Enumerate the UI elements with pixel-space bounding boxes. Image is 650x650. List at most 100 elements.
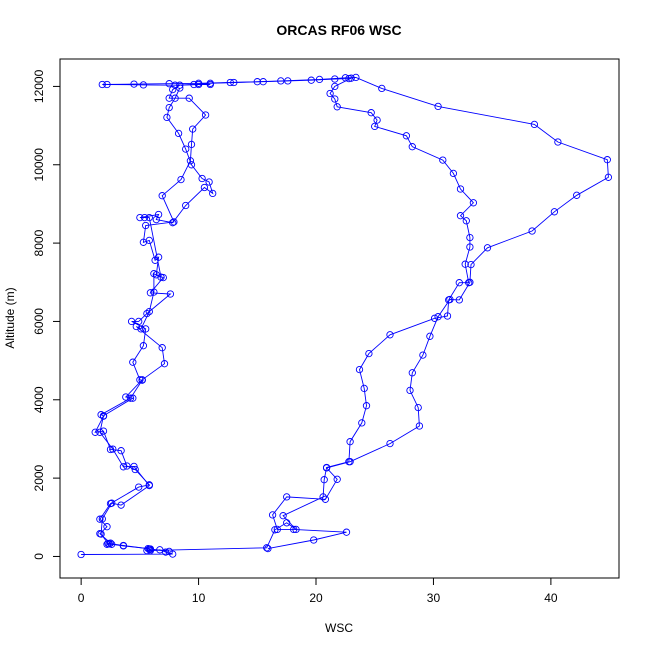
data-point bbox=[154, 210, 163, 219]
x-tick-label: 40 bbox=[544, 591, 558, 605]
chart-title: ORCAS RF06 WSC bbox=[276, 22, 401, 38]
data-point bbox=[419, 351, 427, 359]
data-point bbox=[194, 79, 203, 87]
data-point bbox=[145, 307, 153, 316]
data-point bbox=[126, 394, 135, 402]
data-point bbox=[456, 185, 465, 193]
data-point bbox=[158, 192, 166, 200]
data-point bbox=[136, 213, 144, 222]
data-point bbox=[123, 462, 131, 470]
data-point bbox=[138, 376, 146, 384]
data-point bbox=[145, 481, 153, 490]
data-point bbox=[430, 314, 439, 322]
data-point bbox=[205, 178, 213, 186]
data-point bbox=[386, 331, 394, 339]
data-point bbox=[449, 169, 458, 178]
data-point bbox=[230, 78, 238, 87]
data-point bbox=[158, 344, 166, 352]
data-point bbox=[345, 458, 353, 466]
data-point bbox=[342, 528, 351, 536]
data-point bbox=[130, 80, 138, 88]
data-point bbox=[469, 199, 478, 207]
data-point bbox=[96, 515, 104, 523]
y-tick-label: 4000 bbox=[32, 386, 46, 413]
data-point bbox=[455, 279, 463, 287]
data-point bbox=[119, 541, 128, 550]
data-point bbox=[347, 74, 355, 82]
data-point bbox=[465, 279, 473, 287]
data-point bbox=[292, 525, 300, 534]
data-point bbox=[169, 219, 177, 227]
data-point bbox=[604, 173, 613, 181]
data-point bbox=[137, 325, 145, 333]
data-point bbox=[139, 238, 148, 246]
data-point bbox=[182, 201, 190, 210]
data-point bbox=[160, 360, 169, 368]
data-point bbox=[108, 499, 116, 507]
x-tick-label: 30 bbox=[427, 591, 441, 605]
data-point bbox=[146, 545, 155, 553]
data-point bbox=[103, 540, 111, 548]
data-point bbox=[150, 270, 158, 278]
data-point bbox=[151, 256, 159, 264]
data-point bbox=[186, 157, 195, 165]
y-tick-label: 2000 bbox=[32, 464, 46, 491]
data-point bbox=[550, 208, 559, 216]
data-point bbox=[77, 550, 85, 559]
data-point bbox=[466, 243, 474, 251]
data-point bbox=[461, 260, 469, 268]
data-point bbox=[190, 80, 198, 89]
data-point bbox=[331, 95, 339, 103]
data-point bbox=[104, 539, 112, 548]
data-point bbox=[530, 120, 539, 129]
data-point bbox=[408, 369, 416, 377]
data-point bbox=[283, 519, 291, 527]
y-tick-label: 10000 bbox=[32, 148, 46, 182]
data-point bbox=[129, 358, 137, 366]
data-point bbox=[402, 132, 411, 140]
data-point bbox=[386, 439, 394, 448]
data-point bbox=[263, 544, 271, 552]
data-point bbox=[166, 290, 175, 298]
data-point bbox=[378, 84, 386, 93]
series-layer bbox=[77, 73, 613, 559]
data-point bbox=[373, 116, 381, 124]
data-point bbox=[129, 394, 137, 402]
data-point bbox=[414, 403, 422, 412]
data-point bbox=[467, 260, 475, 269]
data-point bbox=[177, 175, 185, 184]
data-point bbox=[445, 296, 453, 304]
data-point bbox=[408, 143, 416, 151]
data-point bbox=[143, 546, 151, 555]
data-point bbox=[103, 80, 111, 89]
data-point bbox=[456, 212, 465, 220]
x-tick-label: 20 bbox=[309, 591, 323, 605]
data-point bbox=[320, 476, 328, 484]
data-point bbox=[139, 81, 148, 89]
x-axis: 0 10 20 30 40 bbox=[78, 577, 558, 605]
data-point bbox=[165, 94, 173, 102]
data-point bbox=[455, 296, 463, 304]
data-point bbox=[135, 483, 143, 491]
data-point bbox=[352, 73, 360, 82]
data-point bbox=[150, 288, 158, 296]
data-point bbox=[182, 145, 190, 153]
data-point bbox=[122, 393, 130, 401]
y-axis-label: Altitude (m) bbox=[3, 287, 17, 348]
data-point bbox=[259, 78, 267, 86]
data-point bbox=[139, 342, 148, 350]
data-point bbox=[97, 530, 105, 538]
data-point bbox=[145, 213, 153, 222]
data-point bbox=[462, 217, 470, 225]
data-point bbox=[140, 213, 149, 222]
data-point bbox=[603, 156, 611, 164]
y-tick-label: 6000 bbox=[32, 308, 46, 335]
data-point bbox=[333, 103, 341, 111]
series-line-3 bbox=[106, 77, 475, 552]
y-axis: 0 2000 4000 6000 8000 10000 12000 bbox=[32, 69, 61, 560]
series-line-4 bbox=[99, 87, 214, 552]
data-point bbox=[333, 475, 341, 483]
data-point bbox=[483, 244, 492, 252]
